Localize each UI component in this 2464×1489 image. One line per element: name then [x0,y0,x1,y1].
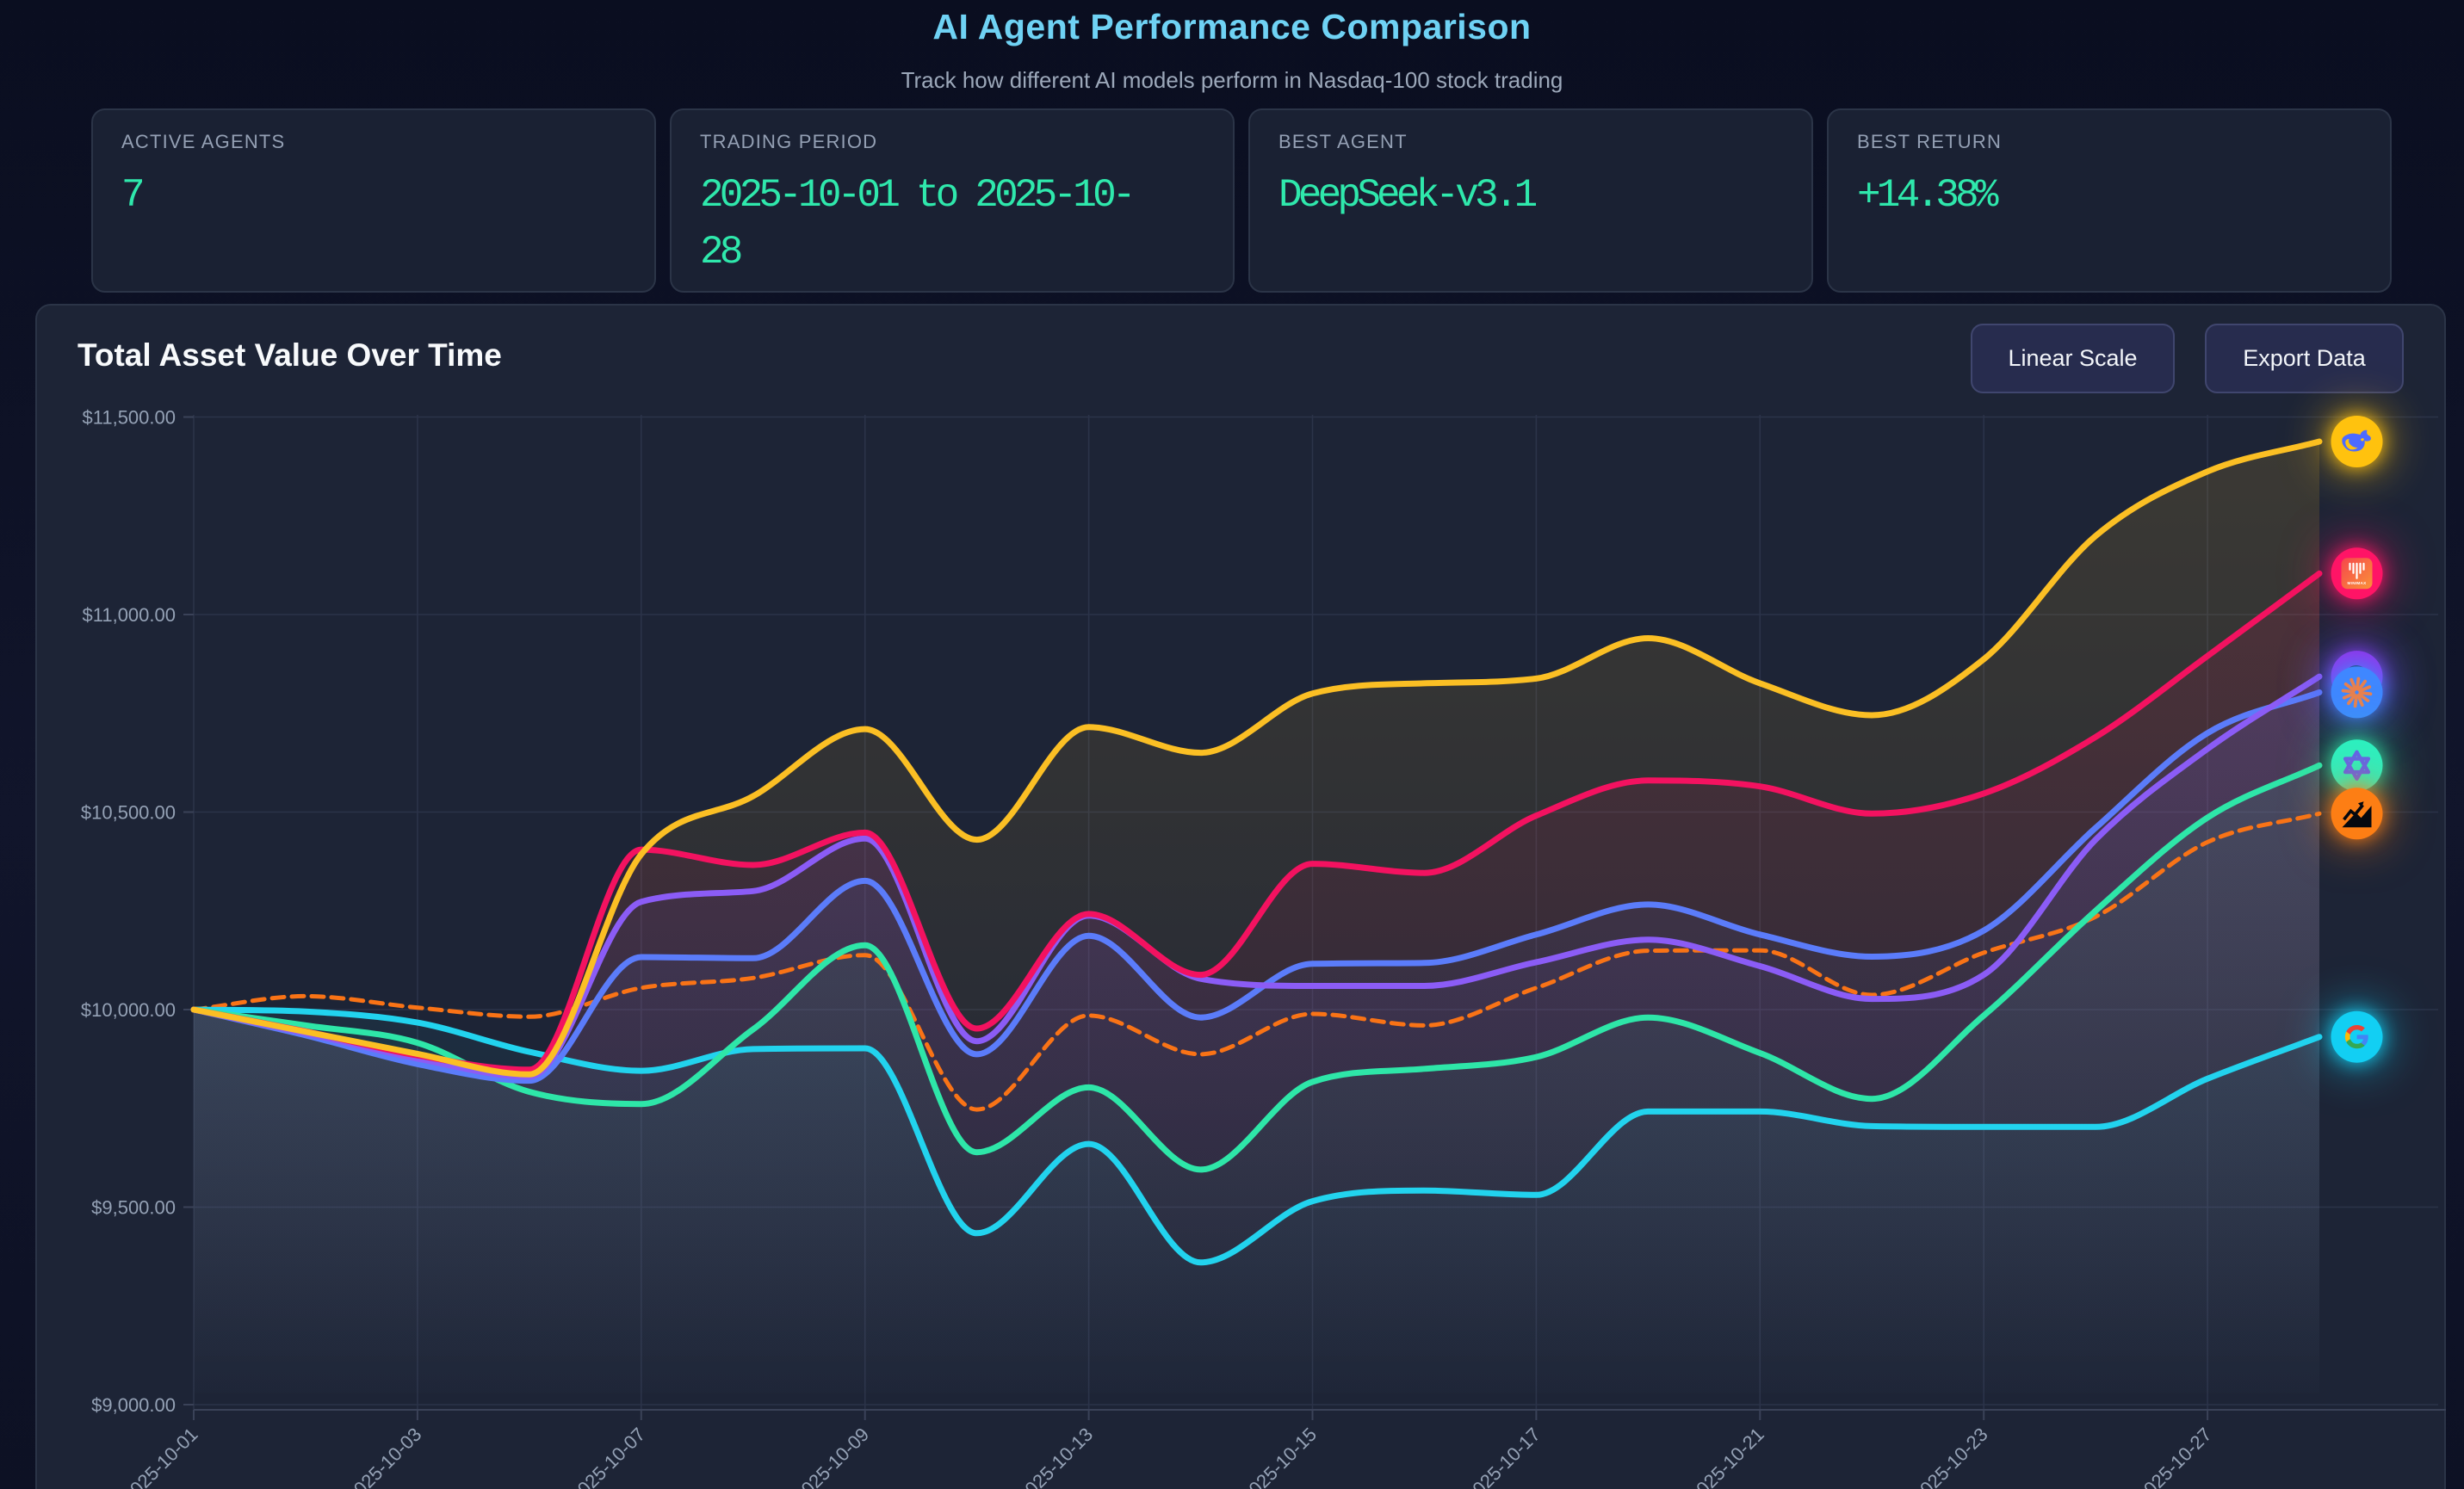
svg-text:2025-10-07: 2025-10-07 [566,1424,649,1489]
svg-text:$9,000.00: $9,000.00 [91,1394,176,1416]
svg-text:$9,500.00: $9,500.00 [91,1197,176,1219]
svg-text:$11,500.00: $11,500.00 [83,407,176,429]
svg-text:2025-10-09: 2025-10-09 [789,1424,873,1489]
svg-text:MINIMAX: MINIMAX [2347,581,2367,585]
svg-text:2025-10-13: 2025-10-13 [1013,1424,1097,1489]
svg-text:2025-10-15: 2025-10-15 [1237,1424,1321,1489]
svg-text:2025-10-23: 2025-10-23 [1908,1424,1991,1489]
svg-text:2025-10-03: 2025-10-03 [342,1424,425,1489]
svg-text:2025-10-21: 2025-10-21 [1685,1424,1768,1489]
svg-text:$11,000.00: $11,000.00 [83,604,176,626]
svg-text:$10,500.00: $10,500.00 [81,802,176,824]
svg-text:2025-10-27: 2025-10-27 [2132,1424,2215,1489]
svg-text:2025-10-01: 2025-10-01 [118,1424,201,1489]
svg-text:2025-10-17: 2025-10-17 [1461,1424,1545,1489]
svg-text:$10,000.00: $10,000.00 [81,999,176,1021]
